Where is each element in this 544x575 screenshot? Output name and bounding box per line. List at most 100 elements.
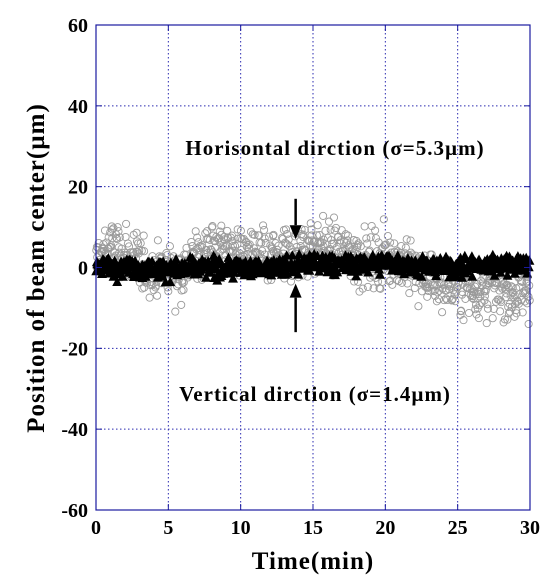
data-point-horizontal	[217, 221, 226, 230]
data-point-horizontal	[179, 278, 188, 287]
data-point-vertical	[171, 254, 181, 264]
y-tick-label: 0	[78, 258, 88, 280]
data-point-horizontal	[518, 308, 527, 317]
data-point-horizontal	[171, 307, 180, 316]
data-point-horizontal	[286, 277, 296, 286]
data-point-horizontal	[343, 231, 353, 240]
data-point-vertical	[108, 271, 119, 281]
data-point-horizontal	[504, 309, 513, 318]
data-point-horizontal	[153, 291, 162, 300]
data-point-horizontal	[191, 227, 200, 236]
data-point-horizontal	[313, 221, 322, 230]
data-point-horizontal	[443, 295, 452, 305]
x-tick-label: 25	[448, 517, 468, 539]
data-point-horizontal	[501, 293, 510, 302]
annotation-arrows	[289, 198, 302, 333]
data-point-horizontal	[145, 293, 154, 302]
data-point-vertical	[112, 276, 123, 286]
data-point-horizontal	[451, 297, 460, 306]
data-point-horizontal	[319, 211, 328, 220]
data-point-vertical	[304, 265, 315, 275]
data-point-horizontal	[458, 287, 467, 296]
data-point-vertical	[431, 270, 442, 281]
data-point-vertical	[467, 271, 478, 281]
data-point-horizontal	[243, 250, 252, 259]
data-point-horizontal	[457, 306, 466, 315]
data-point-horizontal	[482, 319, 491, 328]
data-point-horizontal	[490, 281, 499, 290]
data-point-vertical	[287, 250, 298, 260]
data-point-horizontal	[371, 234, 381, 243]
y-tick-label: -40	[61, 419, 88, 441]
data-point-horizontal	[107, 222, 116, 231]
data-point-horizontal	[474, 314, 483, 323]
data-point-horizontal	[363, 239, 372, 248]
data-point-horizontal	[163, 251, 172, 260]
y-axis-label: Position of beam center(µm)	[23, 103, 50, 433]
data-point-vertical	[489, 270, 500, 280]
data-point-horizontal	[358, 284, 367, 293]
axis-ticks	[95, 24, 531, 511]
data-point-vertical	[201, 272, 211, 282]
data-point-horizontal	[261, 239, 270, 248]
data-point-vertical	[363, 267, 374, 277]
data-point-horizontal	[164, 287, 173, 296]
data-point-horizontal	[496, 307, 505, 316]
data-point-horizontal	[523, 299, 532, 308]
data-point-horizontal	[182, 243, 191, 252]
data-point-horizontal	[471, 290, 481, 299]
data-point-horizontal	[329, 213, 339, 222]
data-point-horizontal	[233, 234, 243, 243]
data-point-horizontal	[524, 292, 533, 301]
y-tick-label: 60	[68, 15, 88, 37]
data-point-horizontal	[386, 238, 395, 247]
data-point-horizontal	[104, 233, 113, 242]
data-point-horizontal	[236, 226, 245, 235]
data-point-horizontal	[524, 319, 533, 329]
data-point-horizontal	[319, 242, 328, 251]
data-point-horizontal	[525, 281, 534, 290]
data-point-horizontal	[115, 233, 124, 242]
data-point-horizontal	[292, 243, 301, 252]
y-tick-labels: 60 40 20 0 -20 -40 -60	[61, 15, 88, 522]
data-point-horizontal	[405, 289, 414, 298]
data-point-vertical	[293, 269, 304, 279]
data-point-horizontal	[317, 238, 326, 247]
data-point-horizontal	[464, 308, 474, 318]
data-point-vertical	[523, 261, 534, 272]
y-tick-label: 20	[68, 177, 88, 199]
data-point-horizontal	[500, 315, 509, 324]
data-point-vertical	[466, 251, 477, 261]
x-tick-label: 0	[91, 517, 101, 539]
data-point-horizontal	[491, 297, 501, 306]
data-point-horizontal	[516, 277, 525, 286]
data-point-horizontal	[494, 295, 503, 304]
data-point-horizontal	[503, 315, 512, 324]
data-point-horizontal	[269, 230, 278, 239]
data-point-vertical	[147, 256, 158, 266]
data-point-horizontal	[410, 283, 419, 293]
data-point-vertical	[294, 249, 305, 259]
annotation-arrow-head	[289, 225, 302, 240]
data-point-horizontal	[371, 226, 380, 235]
y-tick-label: -20	[61, 338, 88, 360]
data-point-vertical	[332, 267, 343, 277]
data-point-horizontal	[459, 316, 468, 325]
data-point-horizontal	[114, 227, 123, 236]
annotation-vertical: Vertical dirction (σ=1.4µm)	[179, 382, 451, 406]
data-point-horizontal	[136, 239, 145, 248]
data-point-horizontal	[260, 225, 269, 235]
data-point-horizontal	[397, 241, 406, 251]
data-point-horizontal	[260, 234, 269, 243]
data-point-horizontal	[406, 248, 415, 257]
data-point-horizontal	[480, 292, 489, 301]
x-tick-label: 5	[163, 517, 173, 539]
data-point-horizontal	[273, 245, 282, 254]
data-point-horizontal	[353, 241, 362, 250]
annotation-arrow-head	[289, 283, 302, 298]
data-point-horizontal	[379, 215, 388, 224]
x-tick-label: 30	[520, 517, 540, 539]
data-point-horizontal	[423, 292, 432, 301]
data-point-horizontal	[440, 296, 449, 305]
data-point-horizontal	[210, 243, 220, 252]
